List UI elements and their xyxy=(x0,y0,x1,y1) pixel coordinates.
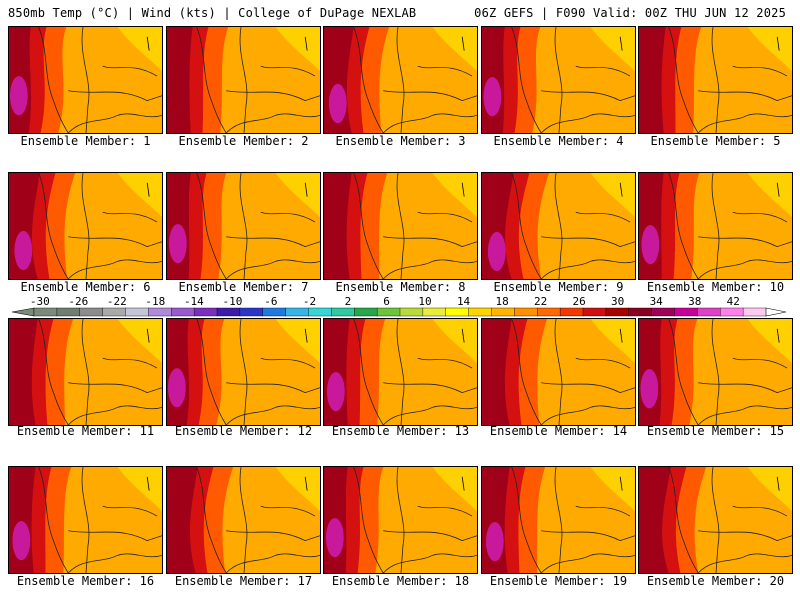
legend-swatch xyxy=(399,307,424,317)
legend-tick-label: 14 xyxy=(457,295,471,308)
legend-swatch xyxy=(354,307,378,317)
legend-swatch xyxy=(422,307,447,317)
member-label: Ensemble Member: 7 xyxy=(178,280,309,294)
member-label: Ensemble Member: 3 xyxy=(335,134,466,148)
legend-swatch xyxy=(742,307,767,317)
temperature-map xyxy=(323,172,478,280)
legend-swatch xyxy=(651,307,675,317)
legend-tick-label: -14 xyxy=(184,295,204,308)
legend-swatch xyxy=(285,307,309,317)
legend-swatch xyxy=(102,307,126,317)
legend-tick-label: 38 xyxy=(688,295,701,308)
temperature-map xyxy=(166,318,321,426)
temperature-map xyxy=(481,172,636,280)
legend-tick-label: 18 xyxy=(495,295,508,308)
legend-tick-label: 42 xyxy=(727,295,740,308)
legend-swatch xyxy=(674,307,698,317)
member-label: Ensemble Member: 18 xyxy=(331,574,470,588)
legend-swatch xyxy=(79,307,104,317)
legend-swatch xyxy=(559,307,584,317)
member-label: Ensemble Member: 19 xyxy=(489,574,628,588)
legend-swatch xyxy=(445,307,470,317)
legend-swatch xyxy=(125,307,149,317)
legend-tick-label: -6 xyxy=(264,295,277,308)
legend-arrow-right xyxy=(765,307,787,317)
legend-swatch xyxy=(582,307,607,317)
legend-tick-label: -10 xyxy=(222,295,242,308)
valid-time: 06Z GEFS | F090 Valid: 00Z THU JUN 12 20… xyxy=(474,6,786,20)
legend-tick-label: 30 xyxy=(611,295,624,308)
legend-tick-label: 22 xyxy=(534,295,547,308)
member-label: Ensemble Member: 5 xyxy=(650,134,781,148)
legend-tick-label: -18 xyxy=(145,295,165,308)
legend-swatch xyxy=(331,307,355,317)
legend-swatch xyxy=(308,307,332,317)
legend-swatch xyxy=(56,307,81,317)
member-label: Ensemble Member: 8 xyxy=(335,280,466,294)
temperature-map xyxy=(166,466,321,574)
legend-swatch xyxy=(514,307,538,317)
legend-tick-label: 26 xyxy=(573,295,586,308)
legend-swatch xyxy=(628,307,653,317)
member-label: Ensemble Member: 20 xyxy=(646,574,785,588)
legend-swatch xyxy=(193,307,218,317)
member-label: Ensemble Member: 13 xyxy=(331,424,470,438)
temperature-map xyxy=(323,466,478,574)
legend-arrow-left xyxy=(11,307,35,317)
member-label: Ensemble Member: 4 xyxy=(493,134,624,148)
temperature-map xyxy=(481,26,636,134)
temperature-map xyxy=(8,172,163,280)
temperature-map xyxy=(638,466,793,574)
member-label: Ensemble Member: 1 xyxy=(20,134,151,148)
temperature-map xyxy=(638,26,793,134)
temperature-map xyxy=(323,26,478,134)
legend-tick-label: 10 xyxy=(418,295,431,308)
legend-tick-label: 6 xyxy=(383,295,390,308)
member-label: Ensemble Member: 6 xyxy=(20,280,151,294)
legend-swatch xyxy=(605,307,630,317)
legend-swatch xyxy=(537,307,561,317)
legend-swatch xyxy=(491,307,515,317)
member-label: Ensemble Member: 15 xyxy=(646,424,785,438)
member-label: Ensemble Member: 17 xyxy=(174,574,313,588)
legend-tick-label: -26 xyxy=(68,295,88,308)
temperature-map xyxy=(323,318,478,426)
legend-swatch xyxy=(171,307,195,317)
member-label: Ensemble Member: 11 xyxy=(16,424,155,438)
temperature-map xyxy=(638,172,793,280)
member-label: Ensemble Member: 14 xyxy=(489,424,628,438)
legend-tick-label: 34 xyxy=(650,295,664,308)
temperature-map xyxy=(8,466,163,574)
legend-swatch xyxy=(148,307,172,317)
color-legend: -30 -26 -22 -18 -14 -10 -6 -2 2 6 10 14 18 22 26 30 34 38… xyxy=(0,294,800,320)
temperature-map xyxy=(166,26,321,134)
legend-swatch xyxy=(33,307,58,317)
legend-swatch xyxy=(239,307,264,317)
legend-swatch xyxy=(262,307,287,317)
legend-swatch xyxy=(216,307,241,317)
temperature-map xyxy=(481,466,636,574)
member-label: Ensemble Member: 10 xyxy=(646,280,785,294)
temperature-map xyxy=(481,318,636,426)
legend-tick-label: -30 xyxy=(30,295,50,308)
temperature-map xyxy=(166,172,321,280)
legend-tick-label: 2 xyxy=(345,295,352,308)
chart-title: 850mb Temp (°C) | Wind (kts) | College o… xyxy=(8,6,417,20)
member-label: Ensemble Member: 9 xyxy=(493,280,624,294)
legend-tick-label: -2 xyxy=(303,295,316,308)
temperature-map xyxy=(8,318,163,426)
member-label: Ensemble Member: 16 xyxy=(16,574,155,588)
legend-swatch xyxy=(376,307,401,317)
legend-swatch xyxy=(697,307,721,317)
legend-tick-label: -22 xyxy=(107,295,127,308)
member-label: Ensemble Member: 2 xyxy=(178,134,309,148)
temperature-map xyxy=(638,318,793,426)
temperature-map xyxy=(8,26,163,134)
legend-bar: -30 -26 -22 -18 -14 -10 -6 -2 2 6 10 14 18 22 26 30 34 38… xyxy=(11,295,787,317)
member-label: Ensemble Member: 12 xyxy=(174,424,313,438)
legend-swatch xyxy=(468,307,492,317)
legend-swatch xyxy=(720,307,744,317)
